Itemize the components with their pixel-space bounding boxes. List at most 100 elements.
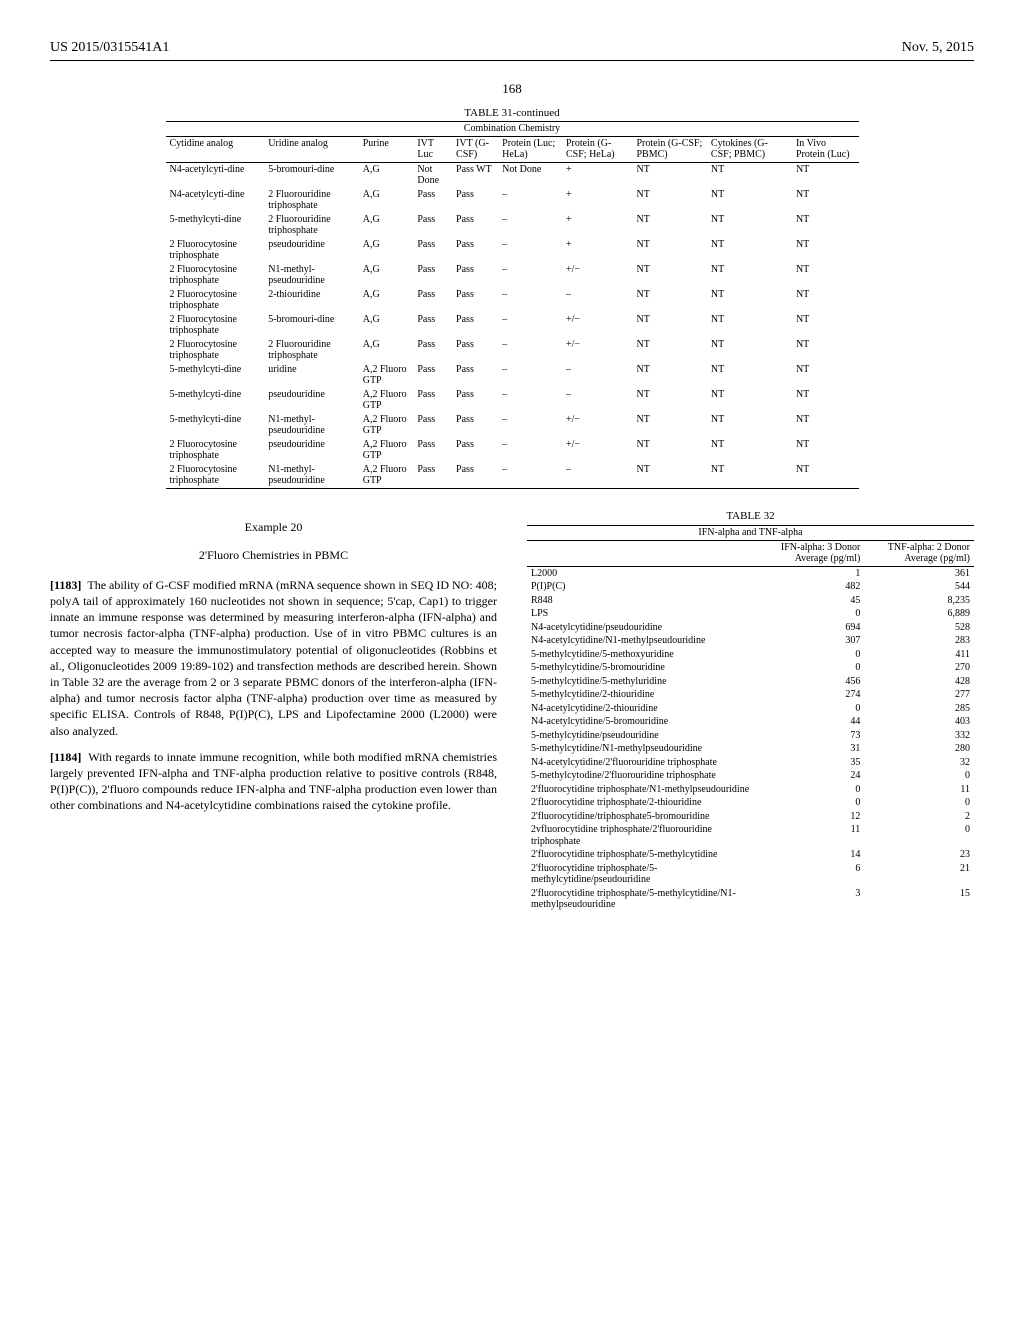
table-cell: Pass — [413, 288, 452, 313]
table-cell: N4-acetylcytidine/pseudouridine — [527, 621, 756, 635]
t31-h9: In Vivo Protein (Luc) — [792, 136, 859, 162]
table-cell: A,2 Fluoro GTP — [359, 438, 414, 463]
table-row: N4-acetylcytidine/2'fluorouridine tripho… — [527, 756, 974, 770]
table-cell: 5-bromouri-dine — [264, 162, 359, 188]
table-row: 2 Fluorocytosine triphosphate5-bromouri-… — [166, 313, 859, 338]
table-cell: pseudouridine — [264, 388, 359, 413]
table-cell: +/− — [562, 313, 632, 338]
table-cell: 45 — [756, 594, 864, 608]
table-cell: 2'fluorocytidine triphosphate/5-methylcy… — [527, 887, 756, 912]
table-cell: 2 Fluorouridine triphosphate — [264, 213, 359, 238]
table-cell: 2 — [864, 810, 974, 824]
publication-date: Nov. 5, 2015 — [902, 40, 974, 56]
page-header: US 2015/0315541A1 Nov. 5, 2015 — [50, 40, 974, 56]
table-cell: NT — [707, 313, 792, 338]
table-cell: 8,235 — [864, 594, 974, 608]
table-row: L20001361 — [527, 566, 974, 580]
table-cell: NT — [632, 363, 706, 388]
table-row: N4-acetylcytidine/2-thiouridine0285 — [527, 702, 974, 716]
table-cell: + — [562, 238, 632, 263]
table-cell: 3 — [756, 887, 864, 912]
table-cell: 332 — [864, 729, 974, 743]
table-cell: NT — [632, 263, 706, 288]
table-cell: N1-methyl-pseudouridine — [264, 263, 359, 288]
table-cell: 694 — [756, 621, 864, 635]
table-cell: 2 Fluorocytosine triphosphate — [166, 438, 265, 463]
table-cell: 2 Fluorocytosine triphosphate — [166, 313, 265, 338]
table-cell: 0 — [756, 661, 864, 675]
table-cell: – — [498, 263, 562, 288]
table-cell: 5-methylcyti-dine — [166, 213, 265, 238]
table31-title: TABLE 31-continued — [50, 107, 974, 119]
table-cell: +/− — [562, 438, 632, 463]
t31-h4: IVT (G-CSF) — [452, 136, 498, 162]
table-cell: 32 — [864, 756, 974, 770]
table-cell: Pass — [413, 238, 452, 263]
table-cell: 5-methylcytidine/5-bromouridine — [527, 661, 756, 675]
table-cell: pseudouridine — [264, 238, 359, 263]
table-cell: 2'fluorocytidine triphosphate/5-methylcy… — [527, 862, 756, 887]
table-cell: uridine — [264, 363, 359, 388]
table-cell: N4-acetylcytidine/N1-methylpseudouridine — [527, 634, 756, 648]
table-cell: – — [498, 338, 562, 363]
table-cell: Pass — [452, 338, 498, 363]
table-cell: NT — [792, 213, 859, 238]
table-cell: A,G — [359, 263, 414, 288]
table-cell: NT — [792, 438, 859, 463]
table-cell: – — [498, 438, 562, 463]
table-cell: NT — [792, 188, 859, 213]
table-cell: 277 — [864, 688, 974, 702]
page-number: 168 — [50, 81, 974, 97]
table-row: P(I)P(C)482544 — [527, 580, 974, 594]
table-cell: Pass — [413, 338, 452, 363]
table-cell: 403 — [864, 715, 974, 729]
table-row: 2 Fluorocytosine triphosphatepseudouridi… — [166, 238, 859, 263]
table-cell: NT — [632, 438, 706, 463]
table-row: 5-methylcytidine/5-methoxyuridine0411 — [527, 648, 974, 662]
table-cell: Pass — [452, 313, 498, 338]
table-cell: N1-methyl-pseudouridine — [264, 413, 359, 438]
table-cell: 2'fluorocytidine/triphosphate5-bromourid… — [527, 810, 756, 824]
table-cell: – — [498, 388, 562, 413]
table-cell: – — [498, 213, 562, 238]
table-cell: 21 — [864, 862, 974, 887]
paragraph-1183: [1183] The ability of G-CSF modified mRN… — [50, 577, 497, 739]
table-cell: +/− — [562, 413, 632, 438]
table-cell: NT — [792, 238, 859, 263]
table-cell: N4-acetylcytidine/2'fluorouridine tripho… — [527, 756, 756, 770]
table-cell: 5-methylcyti-dine — [166, 413, 265, 438]
table31-subtitle: Combination Chemistry — [464, 123, 560, 134]
table-cell: 0 — [864, 769, 974, 783]
table-cell: 5-bromouri-dine — [264, 313, 359, 338]
table-row: 2'fluorocytidine triphosphate/5-methylcy… — [527, 862, 974, 887]
table-cell: pseudouridine — [264, 438, 359, 463]
table32-title: TABLE 32 — [527, 509, 974, 524]
table-cell: Pass WT — [452, 162, 498, 188]
table-cell: Pass — [413, 363, 452, 388]
table-cell: Not Done — [413, 162, 452, 188]
table-cell: 2'fluorocytidine triphosphate/N1-methylp… — [527, 783, 756, 797]
table-cell: NT — [707, 363, 792, 388]
t31-h6: Protein (G-CSF; HeLa) — [562, 136, 632, 162]
table-row: N4-acetylcytidine/5-bromouridine44403 — [527, 715, 974, 729]
table-row: 2 Fluorocytosine triphosphate2-thiouridi… — [166, 288, 859, 313]
table-cell: NT — [792, 388, 859, 413]
table-cell: 482 — [756, 580, 864, 594]
left-column: Example 20 2'Fluoro Chemistries in PBMC … — [50, 509, 497, 912]
table-cell: 0 — [756, 648, 864, 662]
para-num-1184: [1184] — [50, 750, 81, 764]
table-row: 5-methylcyti-dinepseudouridineA,2 Fluoro… — [166, 388, 859, 413]
table-cell: NT — [792, 413, 859, 438]
table-cell: NT — [707, 188, 792, 213]
table-row: 5-methylcytidine/5-methyluridine456428 — [527, 675, 974, 689]
t31-h7: Protein (G-CSF; PBMC) — [632, 136, 706, 162]
table-cell: 12 — [756, 810, 864, 824]
table-cell: 44 — [756, 715, 864, 729]
table-cell: Pass — [413, 413, 452, 438]
table-cell: 5-methylcyti-dine — [166, 388, 265, 413]
table-row: 5-methylcytidine/2-thiouridine274277 — [527, 688, 974, 702]
table-cell: NT — [632, 288, 706, 313]
table-cell: 24 — [756, 769, 864, 783]
table-cell: 411 — [864, 648, 974, 662]
table-cell: NT — [632, 162, 706, 188]
